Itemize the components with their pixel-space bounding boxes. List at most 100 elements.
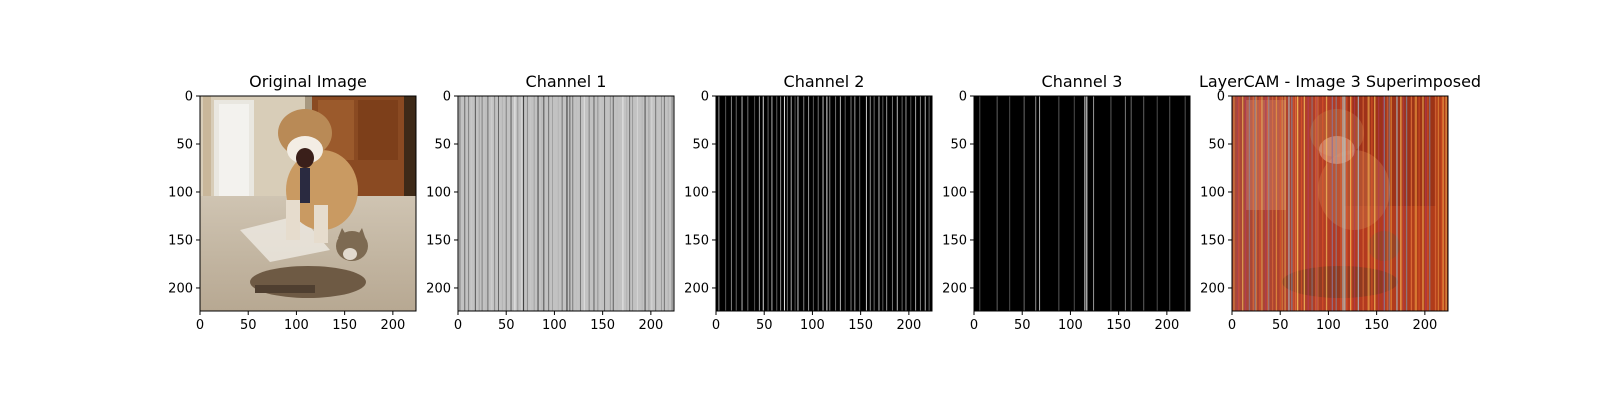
x-tick-label: 200 (638, 318, 663, 333)
x-tick-label: 50 (498, 318, 515, 333)
channel-stripe (464, 96, 466, 311)
channel-stripe (541, 96, 543, 311)
heatmap-stripe (1259, 96, 1261, 311)
channel-stripe (725, 96, 727, 311)
channel-stripe (896, 96, 898, 311)
channel-3-panel: Channel 3 0 50 100 150 200 0 50 100 150 200 (942, 72, 1191, 333)
x-tick-label: 150 (1364, 318, 1389, 333)
channel-stripe (622, 96, 624, 311)
heatmap-stripe (1350, 96, 1352, 311)
channel-stripe (501, 96, 503, 311)
heatmap-stripe (1350, 96, 1353, 311)
channel-stripe (1143, 96, 1145, 311)
channel-stripe (478, 96, 480, 311)
heatmap-stripe (1344, 96, 1346, 311)
channel-stripe (632, 96, 634, 311)
x-tick-label: 0 (196, 318, 204, 333)
channel-stripe (822, 96, 824, 311)
heatmap-stripe (1410, 96, 1413, 311)
heatmap-stripe (1288, 96, 1290, 311)
channel-stripe (1073, 96, 1075, 311)
channel-stripe (1009, 96, 1011, 311)
y-tick-label: 100 (942, 185, 967, 200)
channel-stripe (928, 96, 930, 311)
heatmap-stripe (1405, 96, 1408, 311)
channel-stripe (996, 96, 998, 311)
channel-stripe (1035, 96, 1037, 311)
channel-1-panel: Channel 1 0 50 100 150 200 0 50 100 150 200 (426, 72, 675, 333)
heatmap-stripe (1267, 96, 1269, 311)
x-tick-label: 100 (284, 318, 309, 333)
x-tick-label: 0 (454, 318, 462, 333)
channel-stripe (762, 96, 764, 311)
x-tick-label: 100 (800, 318, 825, 333)
x-tick-label: 50 (240, 318, 257, 333)
x-tick-label: 100 (542, 318, 567, 333)
channel-stripe (1093, 96, 1095, 311)
x-tick-label: 0 (712, 318, 720, 333)
channel-stripe (735, 96, 737, 311)
channel-stripe (1086, 96, 1088, 311)
heatmap-stripe (1414, 96, 1416, 311)
channel-stripe (474, 96, 476, 311)
channel-stripe (510, 96, 512, 311)
heatmap-stripe (1357, 96, 1360, 311)
heatmap-stripe (1233, 96, 1235, 311)
panel-title: LayerCAM - Image 3 Superimposed (1199, 72, 1481, 91)
channel-stripe (754, 96, 756, 311)
channel-stripe (593, 96, 595, 311)
channel-stripe (644, 96, 646, 311)
x-tick-label: 0 (970, 318, 978, 333)
channel-stripe (471, 96, 472, 311)
channel-stripe (924, 96, 926, 311)
layercam-overlay-panel: LayerCAM - Image 3 Superimposed 0 50 100 15… (1199, 72, 1481, 333)
y-tick-label: 200 (1200, 281, 1225, 296)
channel-stripe (629, 96, 631, 311)
heatmap-stripe (1279, 96, 1281, 311)
channel-stripe (566, 96, 568, 311)
channel-stripe (1184, 96, 1186, 311)
panel-title: Channel 1 (526, 72, 607, 91)
channel-stripe (655, 96, 657, 311)
channel-stripe (783, 96, 785, 311)
heatmap-stripe (1422, 96, 1424, 311)
x-tick-label: 150 (848, 318, 873, 333)
heatmap-stripe (1377, 96, 1380, 311)
channel-stripe (543, 96, 545, 311)
channel-stripe (758, 96, 760, 311)
heatmap-stripe (1362, 96, 1364, 311)
channel-stripe (854, 96, 856, 311)
y-tick-label: 50 (692, 137, 709, 152)
axis-ticks: 0 50 100 150 200 0 50 100 150 200 (684, 90, 921, 334)
channel-stripe (979, 96, 981, 311)
heatmap-stripe (1383, 96, 1386, 311)
x-tick-label: 150 (590, 318, 615, 333)
original-image-panel: Original Image (168, 72, 417, 333)
channel-stripe (790, 96, 792, 311)
heatmap-stripe (1367, 96, 1369, 311)
heatmap-stripe (1386, 96, 1388, 311)
axes-frame (1231, 95, 1449, 312)
x-tick-label: 100 (1316, 318, 1341, 333)
channel-stripe (1084, 96, 1086, 311)
channel-stripe (491, 96, 493, 311)
channel-stripe (514, 96, 516, 311)
channel-stripe (1023, 96, 1025, 311)
channel-stripe (521, 96, 523, 311)
x-tick-label: 200 (896, 318, 921, 333)
axis-ticks: 0 50 100 150 200 0 50 100 150 200 (1200, 90, 1437, 334)
overlay-image (1232, 96, 1448, 311)
channel-stripe (604, 96, 606, 311)
channel-stripe (537, 96, 539, 311)
y-tick-label: 50 (950, 137, 967, 152)
heatmap-stripe (1390, 96, 1392, 311)
channel-stripe (747, 96, 749, 311)
heatmap-stripe (1281, 96, 1283, 311)
heatmap-stripe (1295, 96, 1297, 311)
y-tick-label: 50 (176, 137, 193, 152)
y-tick-label: 100 (426, 185, 451, 200)
y-tick-label: 150 (942, 233, 967, 248)
channel-stripe (741, 96, 743, 311)
heatmap-stripe (1317, 96, 1319, 311)
